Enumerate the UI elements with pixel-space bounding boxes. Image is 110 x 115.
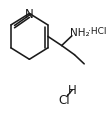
Text: N: N xyxy=(25,8,34,21)
Text: H: H xyxy=(68,83,76,96)
Text: Cl: Cl xyxy=(58,93,70,106)
Text: NH₂: NH₂ xyxy=(70,28,90,37)
Text: ·HCl: ·HCl xyxy=(88,26,107,35)
